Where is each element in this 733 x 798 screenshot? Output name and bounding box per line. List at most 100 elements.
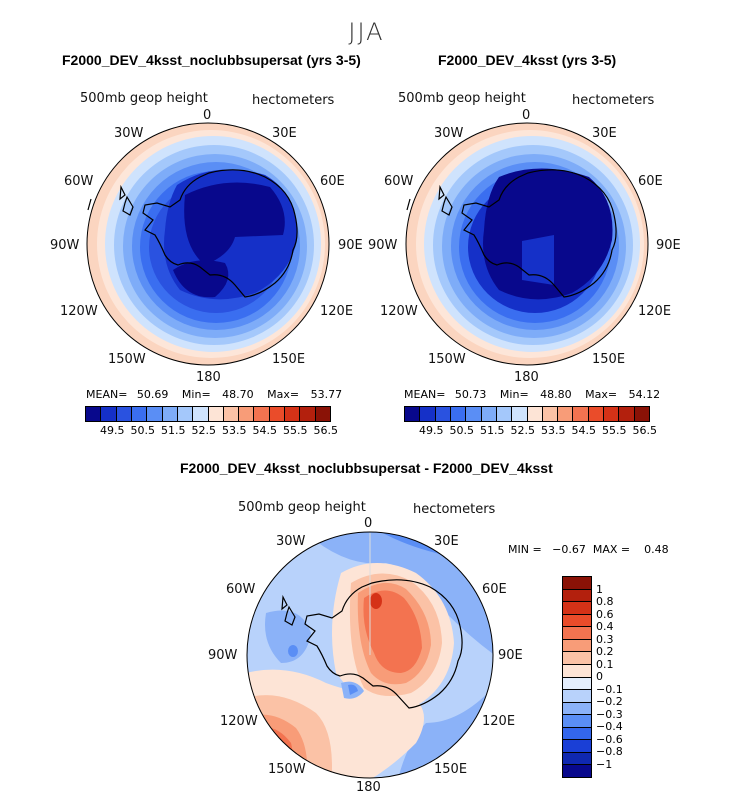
panel-2-lon-120e: 120E	[638, 304, 672, 319]
colorbar-swatch	[269, 407, 286, 421]
panel-1-variable-label: 500mb geop height	[80, 91, 208, 106]
panel-2-lon-150e: 150E	[592, 352, 626, 367]
diff-colorbar-swatch	[563, 602, 591, 615]
colorbar-swatch	[223, 407, 240, 421]
panel-2-mean-label: MEAN=	[404, 388, 446, 401]
diff-colorbar-swatch	[563, 752, 591, 766]
diff-colorbar-swatch	[563, 639, 591, 653]
panel-1-lon-60e: 60E	[320, 174, 345, 189]
diff-lon-30w: 30W	[276, 534, 306, 549]
colorbar-swatch	[450, 407, 467, 421]
colorbar-swatch	[512, 407, 528, 421]
diff-colorbar-swatch	[563, 677, 591, 691]
panel-2-lon-0: 0	[522, 108, 531, 123]
diff-colorbar-swatch	[563, 589, 591, 603]
colorbar-tick-label: 53.5	[222, 424, 247, 437]
diff-lon-180: 180	[356, 780, 381, 795]
panel-1-lon-120e: 120E	[320, 304, 354, 319]
colorbar-tick-label: 51.5	[161, 424, 186, 437]
panel-2-stats: MEAN= 50.73 Min= 48.80 Max= 54.12	[404, 388, 660, 401]
diff-colorbar-swatch	[563, 690, 591, 703]
panel-2-polar-map	[405, 122, 649, 366]
panel-2-units-label: hectometers	[572, 93, 655, 108]
colorbar-swatch	[101, 407, 117, 421]
panel-2-colorbar-ticks: 49.5 50.5 51.5 52.5 53.5 54.5 55.5 56.5	[419, 424, 669, 437]
colorbar-swatch	[315, 407, 330, 421]
panel-2-lon-120w: 120W	[380, 304, 418, 319]
diff-colorbar-swatch	[563, 715, 591, 728]
panel-2-title: F2000_DEV_4ksst (yrs 3-5)	[438, 52, 617, 68]
diff-lon-120w: 120W	[220, 714, 258, 729]
diff-colorbar-swatch	[563, 740, 591, 753]
colorbar-swatch	[634, 407, 649, 421]
colorbar-swatch	[558, 407, 574, 421]
colorbar-swatch	[131, 407, 148, 421]
colorbar-tick-label: 52.5	[510, 424, 536, 437]
colorbar-tick-label: 54.5	[571, 424, 597, 437]
colorbar-swatch	[573, 407, 589, 421]
colorbar-swatch	[604, 407, 620, 421]
season-title: JJA	[348, 18, 385, 46]
panel-1-lon-150w: 150W	[108, 352, 146, 367]
diff-lon-60e: 60E	[482, 582, 507, 597]
diff-colorbar-swatch	[563, 702, 591, 716]
colorbar-swatch	[588, 407, 605, 421]
panel-2-lon-60e: 60E	[638, 174, 663, 189]
colorbar-swatch	[208, 407, 224, 421]
colorbar-swatch	[193, 407, 209, 421]
diff-polar-map	[246, 531, 494, 779]
colorbar-swatch	[405, 407, 421, 421]
colorbar-swatch	[542, 407, 559, 421]
diff-colorbar-swatch	[563, 614, 591, 628]
panel-1-lon-90w: 90W	[50, 238, 80, 253]
colorbar-swatch	[619, 407, 635, 421]
panel-1-min-label: Min=	[181, 388, 211, 401]
panel-2-min-label: Min=	[499, 388, 529, 401]
colorbar-swatch	[116, 407, 132, 421]
panel-1-polar-map	[86, 122, 330, 366]
diff-colorbar-tick-label: −0.8	[596, 745, 623, 758]
diff-colorbar-tick-label: 0.2	[596, 645, 614, 658]
diff-lon-150e: 150E	[434, 762, 468, 777]
colorbar-tick-label: 51.5	[480, 424, 505, 437]
panel-1-units-label: hectometers	[252, 93, 335, 108]
panel-1-lon-30e: 30E	[272, 126, 297, 141]
panel-1-min-value: 48.70	[222, 388, 254, 401]
panel-2-min-value: 48.80	[540, 388, 572, 401]
colorbar-swatch	[496, 407, 513, 421]
colorbar-swatch	[481, 407, 497, 421]
panel-2-lon-180: 180	[514, 370, 539, 385]
diff-lon-60w: 60W	[226, 582, 256, 597]
diff-colorbar-tick-label: −1	[596, 757, 613, 771]
diff-colorbar-tick-label: 1	[596, 582, 603, 596]
colorbar-swatch	[239, 407, 255, 421]
diff-colorbar-tick-label: 0.4	[596, 620, 614, 633]
panel-1-colorbar	[85, 406, 331, 422]
colorbar-swatch	[177, 407, 194, 421]
diff-panel-title: F2000_DEV_4ksst_noclubbsupersat - F2000_…	[180, 460, 553, 476]
panel-1-mean-value: 50.69	[136, 388, 169, 401]
diff-colorbar-swatch	[563, 727, 591, 741]
diff-lon-30e: 30E	[434, 534, 459, 549]
panel-1-max-value: 53.77	[310, 388, 343, 401]
diff-colorbar-tick-label: 0.8	[596, 595, 614, 608]
colorbar-tick-label: 55.5	[602, 424, 627, 437]
colorbar-tick-label: 49.5	[419, 424, 444, 437]
colorbar-tick-label: 50.5	[130, 424, 156, 437]
colorbar-swatch	[147, 407, 163, 421]
panel-2-lon-90e: 90E	[656, 238, 681, 253]
colorbar-swatch	[86, 407, 102, 421]
panel-2-max-value: 54.12	[628, 388, 661, 401]
diff-colorbar-tick-label: 0.6	[596, 607, 614, 621]
panel-2-colorbar	[404, 406, 650, 422]
panel-1-lon-90e: 90E	[338, 238, 363, 253]
panel-1-lon-0: 0	[203, 108, 212, 123]
panel-1-lon-120w: 120W	[60, 304, 98, 319]
colorbar-swatch	[466, 407, 482, 421]
panel-2-lon-150w: 150W	[428, 352, 466, 367]
colorbar-tick-label: 50.5	[449, 424, 475, 437]
diff-colorbar-tick-label: 0.1	[596, 657, 614, 671]
diff-panel-units-label: hectometers	[413, 502, 496, 517]
diff-lon-0: 0	[364, 516, 373, 531]
colorbar-tick-label: 55.5	[283, 424, 308, 437]
